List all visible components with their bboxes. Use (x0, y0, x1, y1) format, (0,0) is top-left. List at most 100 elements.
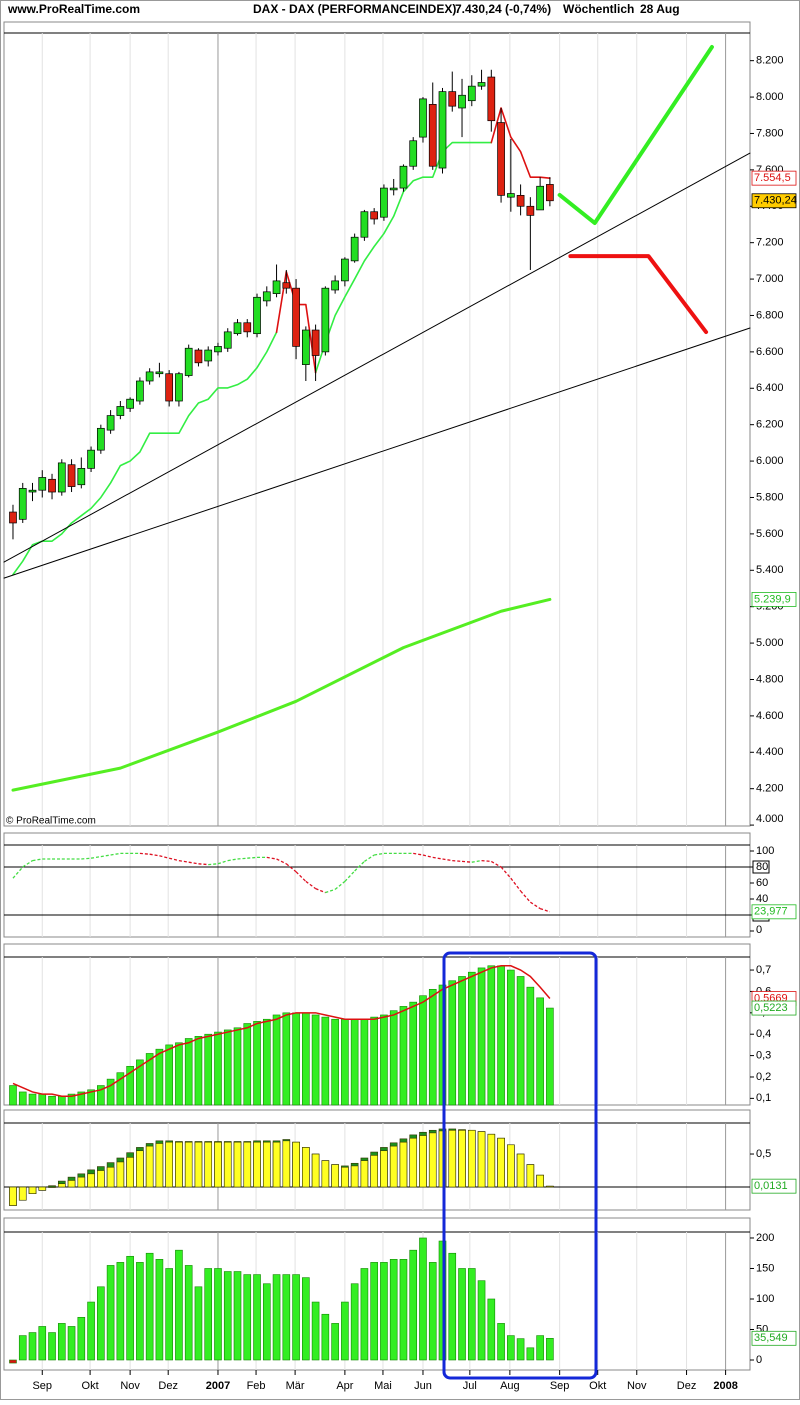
bar (507, 1335, 515, 1361)
bar (243, 1274, 252, 1361)
candle-body (506, 193, 515, 198)
bar (97, 1170, 105, 1188)
candle-body (18, 488, 27, 520)
candle-body (301, 329, 310, 365)
x-tick-label: Aug (500, 1380, 520, 1392)
candle-body (360, 211, 369, 238)
bar (272, 1274, 281, 1361)
bar (341, 1018, 349, 1106)
chart-title: DAX - DAX (PERFORMANCEINDEX) (253, 2, 456, 16)
bar (507, 1144, 515, 1188)
bar (409, 1001, 418, 1106)
indicator-segment (530, 901, 541, 910)
y-tick-label: 40 (756, 893, 768, 905)
bar (419, 1135, 427, 1188)
bar (194, 1141, 203, 1188)
indicator-segment (305, 880, 316, 890)
value-marker (751, 170, 797, 186)
x-tick-label: 2007 (206, 1380, 230, 1392)
bar (311, 1301, 320, 1361)
bar (497, 1137, 505, 1188)
bar (428, 1262, 437, 1361)
indicator-segment (217, 859, 228, 865)
candle-body (428, 103, 437, 167)
bar (360, 1018, 369, 1106)
bar (262, 1018, 271, 1106)
y-tick-label: 4.000 (756, 813, 784, 825)
y-tick-label: 0 (756, 1354, 762, 1366)
candle-body (311, 329, 320, 356)
bar (428, 988, 437, 1106)
bar (448, 980, 457, 1106)
y-tick-label: 4.200 (756, 783, 784, 795)
indicator-segment (510, 877, 522, 892)
bar (262, 1141, 271, 1188)
candle-body (48, 478, 56, 493)
period: Wöchentlich (563, 2, 634, 16)
candle-body (516, 194, 525, 207)
bar (302, 1012, 310, 1106)
candle-body (419, 98, 427, 138)
bar (194, 1286, 203, 1361)
bar (399, 1141, 408, 1188)
bar (341, 1301, 349, 1361)
indicator-segment (285, 863, 297, 873)
bar (233, 1027, 242, 1106)
bar (136, 1059, 144, 1106)
indicator-segment (198, 863, 209, 866)
y-tick-label: 0 (756, 924, 762, 936)
bar (38, 1186, 47, 1191)
bar (311, 1014, 320, 1106)
bar (311, 1153, 320, 1188)
bar (399, 1259, 408, 1361)
bar (145, 1053, 154, 1106)
candle-body (96, 427, 105, 451)
x-tick-label: Jul (463, 1380, 477, 1392)
x-tick-label: Okt (589, 1380, 606, 1392)
bar (302, 1147, 310, 1188)
bar (28, 1186, 37, 1194)
value-marker-label: 35,549 (754, 1332, 788, 1344)
bar (302, 1277, 310, 1361)
bar (389, 1145, 398, 1188)
candle-body (126, 398, 134, 409)
bar (487, 1133, 496, 1188)
bar (389, 1010, 398, 1106)
y-tick-label: 8.200 (756, 55, 784, 67)
bar (145, 1252, 154, 1361)
candle-body (370, 211, 379, 220)
bar (165, 1268, 173, 1361)
bar (272, 1014, 281, 1106)
bar (18, 1186, 27, 1201)
bar (67, 1093, 76, 1106)
y-tick-label: 7.200 (756, 237, 784, 249)
bar (48, 1186, 56, 1188)
indicator-segment (325, 888, 336, 894)
bar (321, 1016, 330, 1106)
candle-body (331, 280, 339, 291)
bar (448, 1252, 457, 1361)
bar (155, 1259, 164, 1361)
bar (77, 1176, 86, 1188)
panel-frame (3, 21, 751, 827)
bar (350, 1283, 359, 1361)
bar (48, 1095, 56, 1106)
bar (350, 1018, 359, 1106)
bar (487, 1298, 496, 1361)
bar (536, 997, 544, 1106)
candle-body (184, 347, 193, 376)
grid-layer (3, 21, 751, 1371)
bar (145, 1145, 154, 1188)
bar (380, 1150, 388, 1188)
indicator-segment (266, 856, 277, 860)
indicator-segment (159, 855, 170, 859)
bar (204, 1268, 213, 1361)
bar (272, 1141, 281, 1188)
bar (67, 1180, 76, 1188)
candle-body (204, 349, 213, 362)
bar (57, 1323, 66, 1361)
overlay-line (3, 152, 751, 563)
candle-body (38, 477, 47, 491)
x-tick-label: Dez (158, 1380, 178, 1392)
